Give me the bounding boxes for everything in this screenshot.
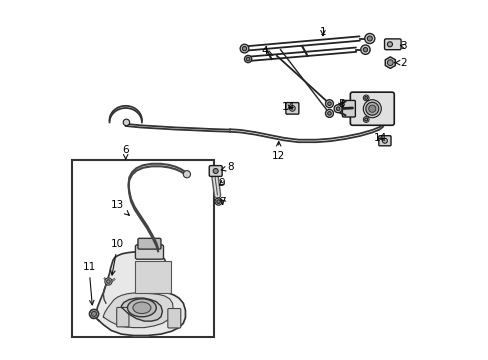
Text: 7: 7 xyxy=(219,197,226,207)
FancyBboxPatch shape xyxy=(167,309,181,328)
Circle shape xyxy=(216,200,220,203)
Text: 8: 8 xyxy=(221,162,234,172)
Polygon shape xyxy=(103,293,173,328)
Circle shape xyxy=(360,45,369,54)
FancyBboxPatch shape xyxy=(342,100,355,117)
Circle shape xyxy=(364,33,374,44)
Circle shape xyxy=(363,100,381,118)
Text: 9: 9 xyxy=(219,178,225,188)
FancyBboxPatch shape xyxy=(384,39,400,50)
Text: 11: 11 xyxy=(82,262,96,305)
Circle shape xyxy=(106,280,110,283)
Circle shape xyxy=(386,60,392,66)
Circle shape xyxy=(242,46,246,51)
Text: 14: 14 xyxy=(373,132,386,143)
FancyBboxPatch shape xyxy=(349,92,393,125)
Circle shape xyxy=(183,171,190,178)
Circle shape xyxy=(327,102,330,105)
Circle shape xyxy=(325,100,333,108)
FancyBboxPatch shape xyxy=(285,103,298,114)
Text: 14: 14 xyxy=(281,102,294,112)
Text: 2: 2 xyxy=(394,58,406,68)
Circle shape xyxy=(123,119,129,126)
Circle shape xyxy=(366,36,371,41)
Text: 10: 10 xyxy=(110,239,124,275)
FancyBboxPatch shape xyxy=(209,166,222,176)
Ellipse shape xyxy=(127,299,156,317)
Circle shape xyxy=(327,112,330,115)
Circle shape xyxy=(104,278,112,285)
FancyBboxPatch shape xyxy=(117,307,129,327)
Circle shape xyxy=(336,107,339,111)
Bar xyxy=(134,261,170,293)
Bar xyxy=(72,160,213,337)
Polygon shape xyxy=(121,298,162,321)
FancyBboxPatch shape xyxy=(135,245,163,259)
Text: 13: 13 xyxy=(111,200,129,215)
Circle shape xyxy=(213,168,218,174)
Circle shape xyxy=(363,48,367,52)
Circle shape xyxy=(325,109,333,117)
Text: 3: 3 xyxy=(400,41,406,51)
Text: 12: 12 xyxy=(271,141,285,161)
FancyBboxPatch shape xyxy=(138,238,161,249)
Ellipse shape xyxy=(133,302,151,314)
Circle shape xyxy=(246,57,249,61)
Text: 5: 5 xyxy=(338,99,345,109)
Polygon shape xyxy=(385,57,394,68)
Circle shape xyxy=(363,95,368,101)
Circle shape xyxy=(364,118,367,121)
Circle shape xyxy=(244,55,251,63)
Polygon shape xyxy=(96,252,185,336)
Circle shape xyxy=(364,96,367,99)
Circle shape xyxy=(240,44,248,53)
Text: 1: 1 xyxy=(319,27,325,37)
Circle shape xyxy=(91,311,96,316)
FancyBboxPatch shape xyxy=(378,136,390,146)
Text: 6: 6 xyxy=(122,145,129,159)
Circle shape xyxy=(365,102,378,115)
Circle shape xyxy=(363,117,368,122)
Circle shape xyxy=(215,198,222,205)
Circle shape xyxy=(386,42,392,47)
Circle shape xyxy=(289,105,295,111)
Text: 4: 4 xyxy=(261,46,272,56)
Circle shape xyxy=(382,138,386,143)
Circle shape xyxy=(368,105,375,112)
Circle shape xyxy=(89,309,99,319)
Circle shape xyxy=(333,105,342,113)
